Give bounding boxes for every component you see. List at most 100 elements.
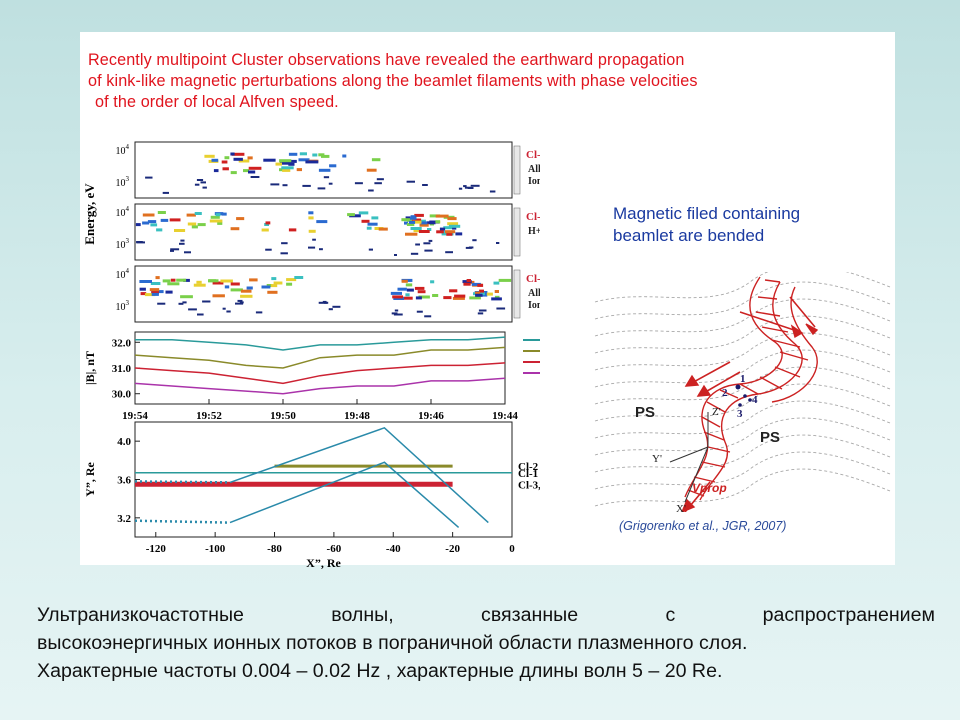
flux-pixel [226, 310, 231, 313]
flux-pixel [200, 181, 206, 184]
flux-pixel [211, 158, 219, 162]
energy-tick-high: 104 [116, 267, 130, 281]
axis-y-label: Y' [652, 453, 662, 465]
energy-tick-low: 103 [116, 299, 130, 313]
flux-pixel [212, 281, 224, 285]
xy-xtick-label: 0 [509, 543, 515, 555]
russian-line-2: высокоэнергичных ионных потоков в погран… [37, 632, 748, 654]
flux-pixel [321, 154, 330, 158]
flux-pixel [246, 286, 253, 290]
flux-pixel [415, 296, 422, 300]
flux-pixel [286, 159, 297, 163]
flux-pixel [447, 222, 459, 226]
flux-pixel [323, 176, 330, 179]
flux-pixel [202, 186, 207, 189]
flux-pixel [494, 295, 500, 299]
ps-label-left: PS [635, 404, 655, 421]
species-label: All [528, 164, 540, 175]
flux-pixel [486, 292, 493, 296]
flux-pixel [366, 168, 377, 172]
flux-pixel [247, 156, 253, 160]
flux-pixel [443, 296, 452, 300]
flux-pixel [466, 279, 471, 282]
flux-pixel [243, 169, 250, 173]
flux-pixel [458, 187, 463, 190]
flux-pixel [394, 309, 399, 312]
flux-pixel [436, 230, 444, 234]
field-line [594, 332, 891, 371]
flux-pixel [280, 252, 288, 255]
flux-pixel [135, 223, 141, 227]
b-ytick-label: 31.0 [112, 363, 132, 375]
spacecraft-label: Cl-3 [526, 273, 540, 285]
flux-pixel [212, 294, 225, 298]
field-line [594, 366, 891, 405]
flux-pixel [445, 230, 456, 234]
flux-pixel [312, 238, 316, 241]
background-field-lines [594, 272, 891, 507]
flux-pixel [496, 242, 500, 244]
flux-pixel [446, 232, 453, 236]
flux-pixel [342, 154, 347, 158]
energy-tick-high: 104 [116, 143, 130, 157]
flux-pixel [493, 281, 500, 285]
b-xtick-label: 19:48 [344, 410, 370, 422]
flux-pixel [248, 170, 256, 174]
species-label: Ions [528, 300, 540, 311]
flux-pixel [233, 157, 243, 161]
flux-pixel [249, 278, 258, 282]
flux-pixel [418, 295, 430, 299]
flux-pixel [308, 211, 314, 215]
flux-pixel [394, 254, 397, 256]
flux-pixel [308, 246, 316, 249]
field-line [594, 383, 891, 422]
flux-pixel [349, 214, 361, 218]
flux-pixel [463, 282, 471, 286]
xy-xaxis-label: X”, Re [306, 556, 341, 570]
spectrogram-frame [134, 203, 513, 261]
flux-pixel [401, 218, 411, 222]
russian-line-1: Ультранизкочастотные волны, связанные с … [37, 604, 935, 626]
flux-pixel [221, 160, 228, 164]
flux-tube-diagram: 1 2 4 3 PS PS Z' Y' X' Vprop [594, 272, 891, 512]
spectrogram-panels: 104103Cl-1AllIons104103Cl-4H+104103Cl-3A… [116, 141, 540, 323]
flux-pixel [264, 223, 269, 226]
energy-tick-high: 104 [116, 205, 130, 219]
flux-pixel [238, 159, 250, 163]
flux-pixel [231, 152, 245, 156]
sc-label-1: 1 [740, 373, 746, 385]
flux-pixel [312, 153, 318, 157]
flux-pixel [358, 211, 369, 215]
flux-pixel [240, 289, 252, 293]
flux-pixel [475, 291, 481, 295]
flux-pixel [188, 308, 197, 311]
flux-pixel [261, 228, 269, 232]
flux-pixel [471, 282, 481, 286]
flux-pixel [174, 229, 186, 232]
bent-beamlet-tube [681, 276, 819, 512]
flux-pixel [180, 239, 185, 242]
flux-pixel [230, 282, 240, 286]
xy-series-label: Cl-1 [518, 468, 538, 480]
flux-pixel [412, 220, 422, 224]
flux-pixel [376, 178, 384, 181]
flux-pixel [286, 278, 297, 282]
headline-line-1: Recently multipoint Cluster observations… [88, 51, 685, 69]
flux-pixel [445, 251, 453, 254]
flux-pixel [193, 283, 206, 287]
energy-tick-low: 103 [116, 175, 130, 189]
flux-pixel [361, 219, 370, 223]
flux-pixel [271, 277, 277, 281]
russian-caption: Ультранизкочастотные волны, связанные с … [37, 601, 935, 685]
flux-pixel [416, 310, 423, 313]
flux-pixel [279, 161, 292, 165]
xy-ytick-label: 4.0 [117, 436, 131, 448]
flux-pixel [288, 228, 297, 232]
b-series-cl-3 [134, 362, 506, 385]
flux-pixel [230, 227, 240, 231]
flux-pixel [182, 301, 187, 304]
flux-pixel [452, 226, 457, 230]
xy-xtick-label: -20 [445, 543, 460, 555]
flux-pixel [479, 289, 484, 293]
flux-pixel [419, 223, 429, 227]
